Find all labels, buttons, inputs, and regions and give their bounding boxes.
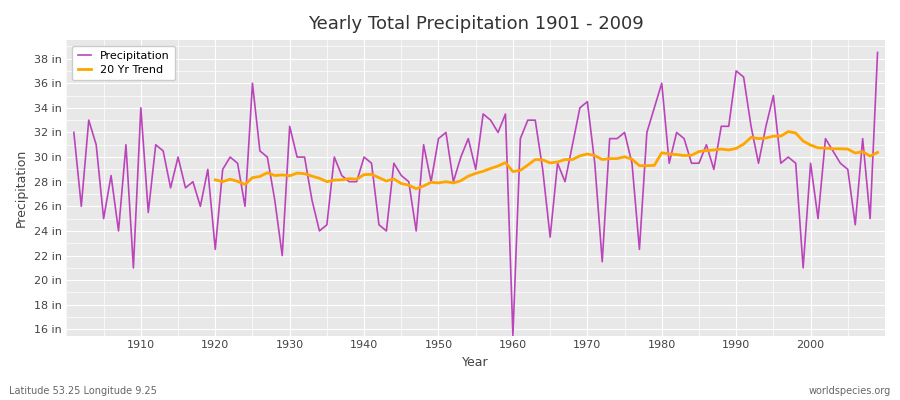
20 Yr Trend	[418, 184, 429, 188]
20 Yr Trend	[299, 171, 310, 176]
Precipitation	[604, 136, 615, 141]
Precipitation	[128, 266, 139, 270]
Precipitation	[508, 333, 518, 338]
Precipitation	[337, 173, 347, 178]
Precipitation	[292, 155, 302, 160]
20 Yr Trend	[679, 153, 689, 158]
Line: Precipitation: Precipitation	[74, 52, 878, 336]
20 Yr Trend	[768, 134, 778, 138]
Line: 20 Yr Trend: 20 Yr Trend	[215, 132, 878, 189]
Y-axis label: Precipitation: Precipitation	[15, 149, 28, 227]
20 Yr Trend	[858, 149, 868, 154]
20 Yr Trend	[790, 131, 801, 136]
20 Yr Trend	[783, 129, 794, 134]
Title: Yearly Total Precipitation 1901 - 2009: Yearly Total Precipitation 1901 - 2009	[308, 15, 644, 33]
20 Yr Trend	[872, 150, 883, 155]
20 Yr Trend	[210, 178, 220, 182]
Precipitation	[500, 112, 511, 116]
Text: Latitude 53.25 Longitude 9.25: Latitude 53.25 Longitude 9.25	[9, 386, 157, 396]
Precipitation	[68, 130, 79, 135]
20 Yr Trend	[410, 186, 421, 191]
Precipitation	[515, 136, 526, 141]
X-axis label: Year: Year	[463, 356, 489, 369]
Precipitation	[872, 50, 883, 55]
Legend: Precipitation, 20 Yr Trend: Precipitation, 20 Yr Trend	[72, 46, 176, 80]
Text: worldspecies.org: worldspecies.org	[809, 386, 891, 396]
